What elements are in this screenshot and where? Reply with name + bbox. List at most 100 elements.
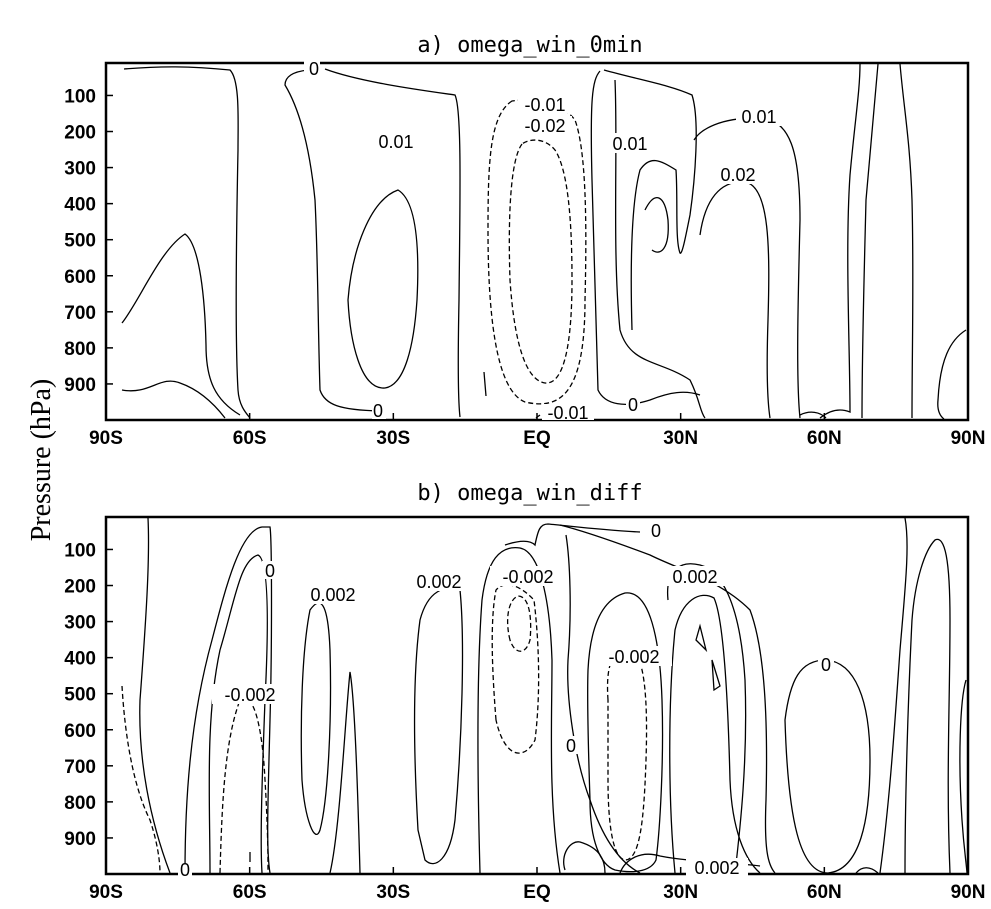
contour-label: -0.02 xyxy=(524,116,565,136)
contour-label: 0 xyxy=(265,561,275,581)
y-tick-label: 300 xyxy=(64,159,96,180)
y-tick-label: 700 xyxy=(64,757,96,778)
x-tick-label: 90N xyxy=(951,882,986,903)
panel-a-x-ticks: 90S 60S 30S EQ 30N 60N 90N xyxy=(89,413,985,449)
x-tick-label: 30N xyxy=(663,428,698,449)
contour-label: 0 xyxy=(309,59,319,79)
contour-line xyxy=(559,524,776,874)
x-tick-label: EQ xyxy=(523,882,550,903)
x-tick-label: 60N xyxy=(807,882,842,903)
y-tick-label: 100 xyxy=(64,86,96,107)
contour-label: -0.01 xyxy=(547,403,588,423)
contour-label: 0.002 xyxy=(416,572,461,592)
panel-a-contour-labels: 0 0.01 -0.01 -0.02 0.01 0.01 0.02 0 -0.0… xyxy=(304,59,782,423)
contour-line xyxy=(590,70,701,405)
y-tick-label: 600 xyxy=(64,267,96,288)
x-tick-label: 90N xyxy=(951,428,986,449)
contour-label: 0 xyxy=(566,736,576,756)
contour-line xyxy=(784,659,871,874)
contour-line xyxy=(139,517,171,874)
panel-a-y-ticks: 100 200 300 400 500 600 700 800 900 xyxy=(64,86,113,396)
contour-line xyxy=(711,659,721,692)
y-tick-label: 800 xyxy=(64,793,96,814)
panel-b-x-ticks: 90S 60S 30S EQ 30N 60N 90N xyxy=(89,867,985,903)
contour-label: 0 xyxy=(628,395,638,415)
y-tick-label: 500 xyxy=(64,685,96,706)
contour-label: 0.01 xyxy=(741,107,776,127)
y-tick-label: 600 xyxy=(64,721,96,742)
contour-label: 0 xyxy=(651,521,661,541)
contour-line xyxy=(184,526,273,874)
contour-label: 0 xyxy=(821,655,831,675)
contour-line xyxy=(300,602,332,836)
panel-a-title: a) omega_win_0min xyxy=(417,33,642,58)
contour-line xyxy=(565,534,641,874)
contour-line xyxy=(347,189,419,389)
y-tick-label: 400 xyxy=(64,195,96,216)
y-tick-label: 500 xyxy=(64,231,96,252)
contour-label: 0 xyxy=(180,860,190,880)
y-tick-label: 700 xyxy=(64,303,96,324)
contour-line xyxy=(329,671,361,874)
contour-line xyxy=(614,79,706,419)
contour-line xyxy=(586,592,664,873)
contour-label: 0.002 xyxy=(694,858,739,878)
contour-line xyxy=(563,841,606,874)
contour-label: 0.01 xyxy=(378,132,413,152)
contour-line xyxy=(959,679,968,874)
contour-line xyxy=(507,595,532,652)
x-tick-label: 90S xyxy=(89,428,123,449)
contour-line xyxy=(669,594,761,874)
contour-line xyxy=(123,66,251,419)
panel-a-contours xyxy=(121,63,967,420)
x-tick-label: 30S xyxy=(376,428,410,449)
contour-line xyxy=(861,63,879,419)
contour-label: 0.02 xyxy=(720,165,755,185)
contour-line xyxy=(477,547,561,874)
panel-b-contour-labels: 0 0 0.002 0.002 -0.002 -0.002 0.002 -0.0… xyxy=(178,521,834,880)
contour-line xyxy=(603,69,697,331)
panel-b: b) omega_win_diff 100 200 300 400 500 600 700 8… xyxy=(64,481,985,903)
contour-line xyxy=(121,380,226,419)
x-tick-label: 30N xyxy=(663,882,698,903)
y-tick-label: 800 xyxy=(64,339,96,360)
contour-line xyxy=(693,117,801,419)
contour-line xyxy=(284,69,381,412)
contour-line xyxy=(899,63,914,419)
x-tick-label: 90S xyxy=(89,882,123,903)
contour-label: -0.002 xyxy=(502,567,553,587)
y-axis-label: Pressure (hPa) xyxy=(26,379,57,542)
panel-b-title: b) omega_win_diff xyxy=(417,481,642,506)
x-tick-label: 60S xyxy=(233,882,267,903)
contour-line xyxy=(483,371,487,397)
contour-label: 0.002 xyxy=(310,585,355,605)
contour-line xyxy=(644,197,669,253)
contour-line xyxy=(695,623,708,653)
x-tick-label: 60N xyxy=(807,428,842,449)
x-tick-label: EQ xyxy=(523,428,550,449)
contour-label: 0.01 xyxy=(612,134,647,154)
contour-label: -0.002 xyxy=(224,685,275,705)
contour-line xyxy=(413,587,464,865)
contour-line xyxy=(606,647,648,861)
contour-label: 0 xyxy=(373,401,383,421)
y-tick-label: 300 xyxy=(64,613,96,634)
contour-line xyxy=(324,68,461,418)
contour-label: 0.002 xyxy=(672,567,717,587)
panel-b-contours xyxy=(121,517,968,874)
contour-line xyxy=(121,685,161,874)
y-tick-label: 900 xyxy=(64,375,96,396)
contour-line xyxy=(208,554,268,874)
panel-b-y-ticks: 100 200 300 400 500 600 700 800 900 xyxy=(64,540,113,850)
contour-line xyxy=(819,63,861,419)
contour-line xyxy=(121,233,241,416)
y-tick-label: 100 xyxy=(64,540,96,561)
contour-label: -0.002 xyxy=(608,647,659,667)
contour-label: -0.01 xyxy=(524,95,565,115)
panel-a: a) omega_win_0min 100 200 300 400 500 600 700 8… xyxy=(64,33,985,449)
contour-line xyxy=(491,584,540,754)
contour-line xyxy=(904,538,951,874)
y-tick-label: 200 xyxy=(64,577,96,598)
x-tick-label: 60S xyxy=(233,428,267,449)
